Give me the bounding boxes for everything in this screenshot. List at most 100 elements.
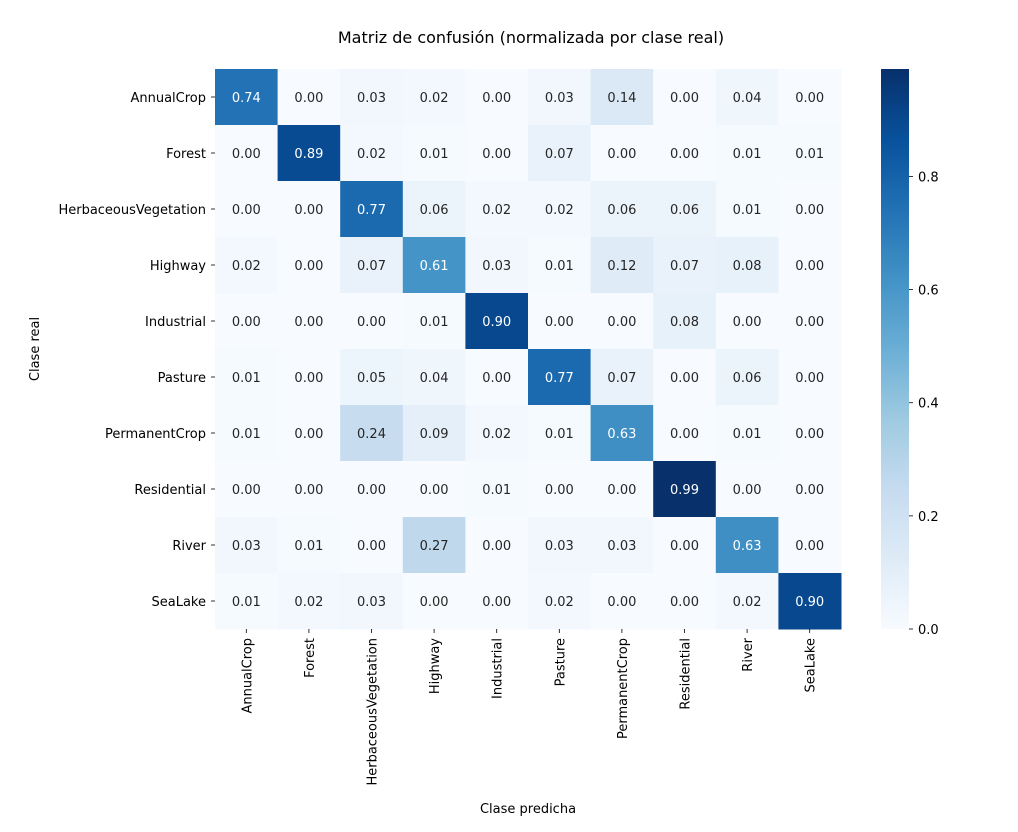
- x-tick-label: SeaLake: [804, 638, 819, 693]
- cell-value-label: 0.00: [232, 203, 261, 218]
- cell-value-label: 0.02: [482, 203, 511, 218]
- cell-value-label: 0.00: [357, 483, 386, 498]
- heatmap-cell: [277, 405, 341, 462]
- heatmap-cell: [715, 573, 779, 630]
- cell-value-label: 0.06: [733, 371, 762, 386]
- x-tick-label: Residential: [679, 638, 694, 710]
- cell-value-label: 0.00: [795, 483, 824, 498]
- cell-value-label: 0.00: [294, 483, 323, 498]
- y-tick-label: SeaLake: [152, 595, 207, 610]
- heatmap-cell: [590, 69, 654, 126]
- heatmap-cell: [402, 405, 466, 462]
- heatmap-cell: [215, 237, 279, 294]
- heatmap-cell: [715, 237, 779, 294]
- colorbar-tick-label: 0.8: [918, 170, 939, 185]
- cell-value-label: 0.01: [232, 371, 261, 386]
- heatmap-cell: [215, 349, 279, 406]
- heatmap-cell: [277, 181, 341, 238]
- cell-value-label: 0.08: [670, 315, 699, 330]
- heatmap-cell: [402, 517, 466, 574]
- heatmap-cell: [653, 461, 717, 518]
- heatmap-cell: [340, 69, 404, 126]
- heatmap-cell: [778, 573, 842, 630]
- heatmap-cell: [215, 181, 279, 238]
- cell-value-label: 0.00: [795, 259, 824, 274]
- heatmap-cell: [715, 125, 779, 182]
- heatmap-cell: [590, 405, 654, 462]
- cell-value-label: 0.07: [607, 371, 636, 386]
- chart-title: Matriz de confusión (normalizada por cla…: [338, 28, 724, 47]
- y-tick-label: AnnualCrop: [130, 91, 206, 106]
- cell-value-label: 0.03: [232, 539, 261, 554]
- heatmap-cell: [715, 349, 779, 406]
- heatmap-cell: [528, 573, 592, 630]
- cell-value-label: 0.01: [420, 147, 449, 162]
- cell-value-label: 0.00: [795, 315, 824, 330]
- cell-value-label: 0.04: [420, 371, 449, 386]
- heatmap-cell: [528, 125, 592, 182]
- y-tick-label: PermanentCrop: [105, 427, 206, 442]
- cell-value-label: 0.00: [795, 91, 824, 106]
- cell-value-label: 0.00: [795, 371, 824, 386]
- heatmap-cell: [778, 293, 842, 350]
- heatmap-cell: [778, 405, 842, 462]
- cell-value-label: 0.90: [482, 315, 511, 330]
- heatmap-cell: [778, 69, 842, 126]
- cell-value-label: 0.01: [733, 203, 762, 218]
- cell-value-label: 0.00: [670, 427, 699, 442]
- cell-value-label: 0.07: [670, 259, 699, 274]
- cell-value-label: 0.63: [607, 427, 636, 442]
- heatmap-cell: [590, 293, 654, 350]
- heatmap-cell: [778, 517, 842, 574]
- cell-value-label: 0.00: [294, 371, 323, 386]
- cell-value-label: 0.01: [420, 315, 449, 330]
- heatmap-cell: [590, 461, 654, 518]
- colorbar-tick-label: 0.6: [918, 284, 939, 299]
- cell-value-label: 0.14: [607, 91, 636, 106]
- heatmap-cell: [528, 349, 592, 406]
- cell-value-label: 0.61: [420, 259, 449, 274]
- colorbar-tick-label: 0.0: [918, 623, 939, 638]
- x-tick-label: Forest: [303, 638, 318, 678]
- y-tick-label: River: [172, 539, 206, 554]
- cell-value-label: 0.99: [670, 483, 699, 498]
- heatmap-cell: [277, 69, 341, 126]
- cell-value-label: 0.01: [232, 595, 261, 610]
- heatmap-cell: [528, 293, 592, 350]
- cell-value-label: 0.02: [357, 147, 386, 162]
- heatmap-cell: [590, 573, 654, 630]
- cell-value-label: 0.02: [482, 427, 511, 442]
- heatmap-cell: [215, 517, 279, 574]
- heatmap-cell: [715, 181, 779, 238]
- heatmap-cell: [340, 293, 404, 350]
- cell-value-label: 0.04: [733, 91, 762, 106]
- x-tick-label: Highway: [428, 638, 443, 694]
- cell-value-label: 0.77: [357, 203, 386, 218]
- heatmap-cell: [215, 125, 279, 182]
- heatmap-cell: [277, 237, 341, 294]
- cell-value-label: 0.01: [294, 539, 323, 554]
- heatmap-cell: [465, 181, 529, 238]
- heatmap-cell: [215, 69, 279, 126]
- heatmap-cell: [715, 69, 779, 126]
- y-tick-label: HerbaceousVegetation: [58, 203, 206, 218]
- cell-value-label: 0.03: [357, 91, 386, 106]
- heatmap-cell: [277, 573, 341, 630]
- cell-value-label: 0.00: [420, 595, 449, 610]
- cell-value-label: 0.00: [607, 595, 636, 610]
- cell-value-label: 0.01: [482, 483, 511, 498]
- heatmap-cell: [277, 461, 341, 518]
- colorbar-tick-label: 0.4: [918, 397, 939, 412]
- cell-value-label: 0.06: [670, 203, 699, 218]
- heatmap-cell: [528, 237, 592, 294]
- heatmap-cell: [653, 181, 717, 238]
- heatmap-cell: [653, 573, 717, 630]
- heatmap-cell: [465, 293, 529, 350]
- cell-value-label: 0.00: [607, 147, 636, 162]
- cell-value-label: 0.01: [795, 147, 824, 162]
- cell-value-label: 0.00: [482, 91, 511, 106]
- heatmap-cell: [653, 517, 717, 574]
- heatmap-cell: [215, 573, 279, 630]
- cell-value-label: 0.00: [670, 91, 699, 106]
- heatmap-cell: [402, 573, 466, 630]
